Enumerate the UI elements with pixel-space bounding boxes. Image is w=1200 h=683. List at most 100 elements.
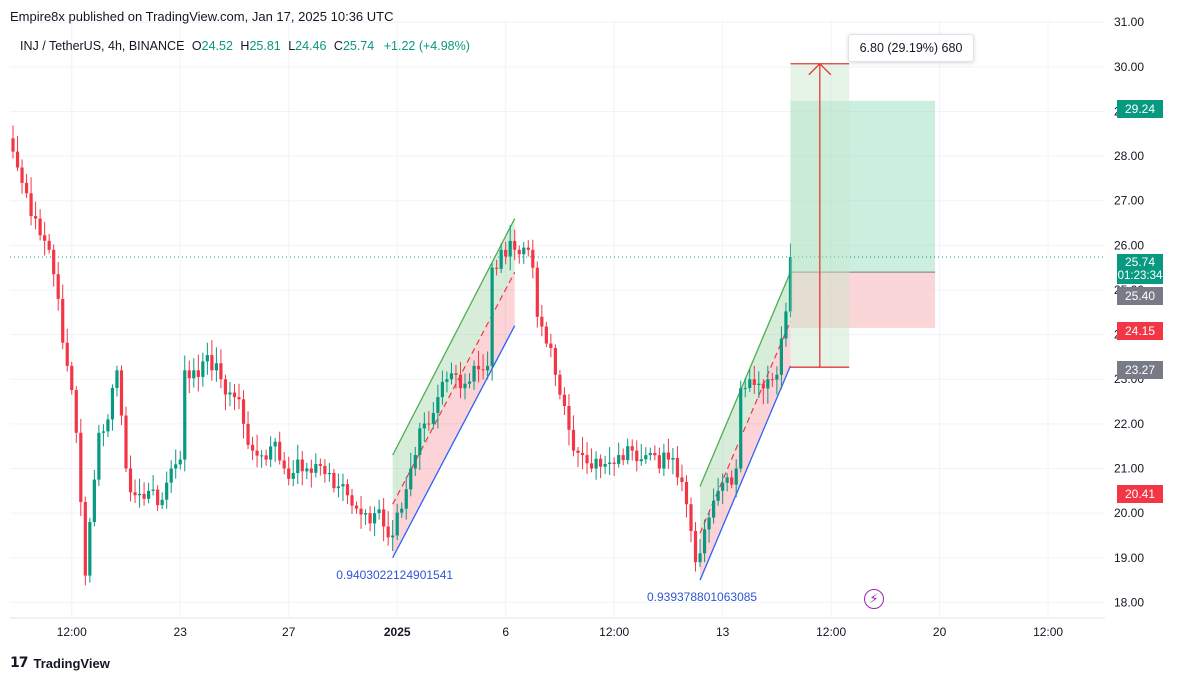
y-tick-label: 28.00 xyxy=(1114,149,1144,163)
candle-body xyxy=(97,432,101,480)
candle xyxy=(508,225,512,271)
candle-body xyxy=(775,374,779,380)
candle-body xyxy=(395,512,399,536)
candle-body xyxy=(187,370,191,379)
candle-body xyxy=(734,468,738,485)
low-label: L xyxy=(288,39,296,53)
candle xyxy=(88,517,92,583)
candle-body xyxy=(535,267,539,317)
symbol-legend[interactable]: INJ / TetherUS, 4h, BINANCE O24.52 H25.8… xyxy=(20,39,470,53)
candle-body xyxy=(499,249,503,269)
candle xyxy=(535,261,539,328)
y-tick-label: 21.00 xyxy=(1114,462,1144,476)
candle xyxy=(418,422,422,470)
candle xyxy=(147,482,151,504)
candle-body xyxy=(702,529,707,554)
candle xyxy=(495,259,499,276)
candle xyxy=(61,284,65,350)
candle-body xyxy=(779,338,783,375)
candle xyxy=(214,347,218,382)
candle xyxy=(589,448,594,473)
position-zones xyxy=(10,100,1105,328)
candle xyxy=(350,488,354,515)
candle-body xyxy=(585,455,589,464)
candle-body xyxy=(589,463,594,469)
candle xyxy=(15,136,20,172)
candle xyxy=(580,436,585,470)
candle xyxy=(467,373,472,389)
candle-body xyxy=(318,464,322,466)
candle-body xyxy=(517,249,521,255)
candle-body xyxy=(653,453,657,456)
candle xyxy=(183,355,187,472)
y-tick-label: 26.00 xyxy=(1114,238,1144,252)
tradingview-logo[interactable]: 17 TradingView xyxy=(10,655,110,671)
candle-body xyxy=(748,379,752,389)
x-tick-label: 27 xyxy=(282,625,296,639)
candle xyxy=(549,333,553,358)
candle xyxy=(341,473,345,502)
candle-body xyxy=(34,216,38,219)
chart-grid xyxy=(10,20,1105,619)
candle xyxy=(712,488,716,524)
candle xyxy=(119,365,124,426)
candle-body xyxy=(38,218,42,236)
candle-body xyxy=(287,468,291,479)
time-axis[interactable]: 12:00 23 27 2025 6 12:00 13 12:00 20 12:00 xyxy=(57,625,1064,639)
candle-body xyxy=(296,459,300,473)
candle-body xyxy=(463,383,467,389)
lightning-icon[interactable]: ⚡ xyxy=(864,589,884,609)
candle xyxy=(621,448,625,466)
candle xyxy=(241,390,246,439)
candle xyxy=(124,406,128,473)
candle xyxy=(228,382,232,407)
candle xyxy=(101,424,105,447)
candle xyxy=(689,497,693,543)
candle xyxy=(156,485,160,512)
candle xyxy=(648,447,652,461)
candle-body xyxy=(291,472,295,479)
candle-body xyxy=(594,458,598,469)
candle-body xyxy=(142,493,146,499)
candle xyxy=(702,519,707,563)
candle xyxy=(128,455,133,502)
candle xyxy=(476,350,481,383)
candle xyxy=(196,354,200,392)
candle-body xyxy=(761,383,765,389)
publisher-header: Empire8x published on TradingView.com, J… xyxy=(10,9,394,24)
candle xyxy=(404,476,408,520)
candle xyxy=(34,201,38,230)
candle xyxy=(567,394,571,446)
candle xyxy=(743,378,747,398)
candle xyxy=(558,369,562,400)
channel-mid-line xyxy=(392,271,516,505)
candle xyxy=(693,522,698,572)
y-tick-label: 27.00 xyxy=(1114,194,1144,208)
high-label: H xyxy=(240,39,250,53)
candle xyxy=(187,360,191,394)
candle xyxy=(400,502,404,518)
candle xyxy=(757,371,761,399)
candle-body xyxy=(269,446,273,460)
candle xyxy=(142,482,146,506)
candle-body xyxy=(56,274,60,299)
candle xyxy=(359,495,363,529)
candle-body xyxy=(698,553,702,563)
candle-body xyxy=(386,526,390,538)
candle xyxy=(748,368,752,392)
candle xyxy=(377,499,381,520)
candle xyxy=(151,474,155,496)
candle xyxy=(255,434,259,468)
channel-lower-line xyxy=(392,325,516,559)
candle-body xyxy=(725,477,729,483)
candle-body xyxy=(79,432,83,503)
candle xyxy=(644,447,648,464)
candle xyxy=(463,373,467,400)
candle xyxy=(106,414,110,438)
candle xyxy=(445,371,449,393)
close-label: C xyxy=(333,39,343,53)
candle-body xyxy=(454,373,458,375)
candle xyxy=(481,354,485,380)
candle-body xyxy=(246,423,250,445)
